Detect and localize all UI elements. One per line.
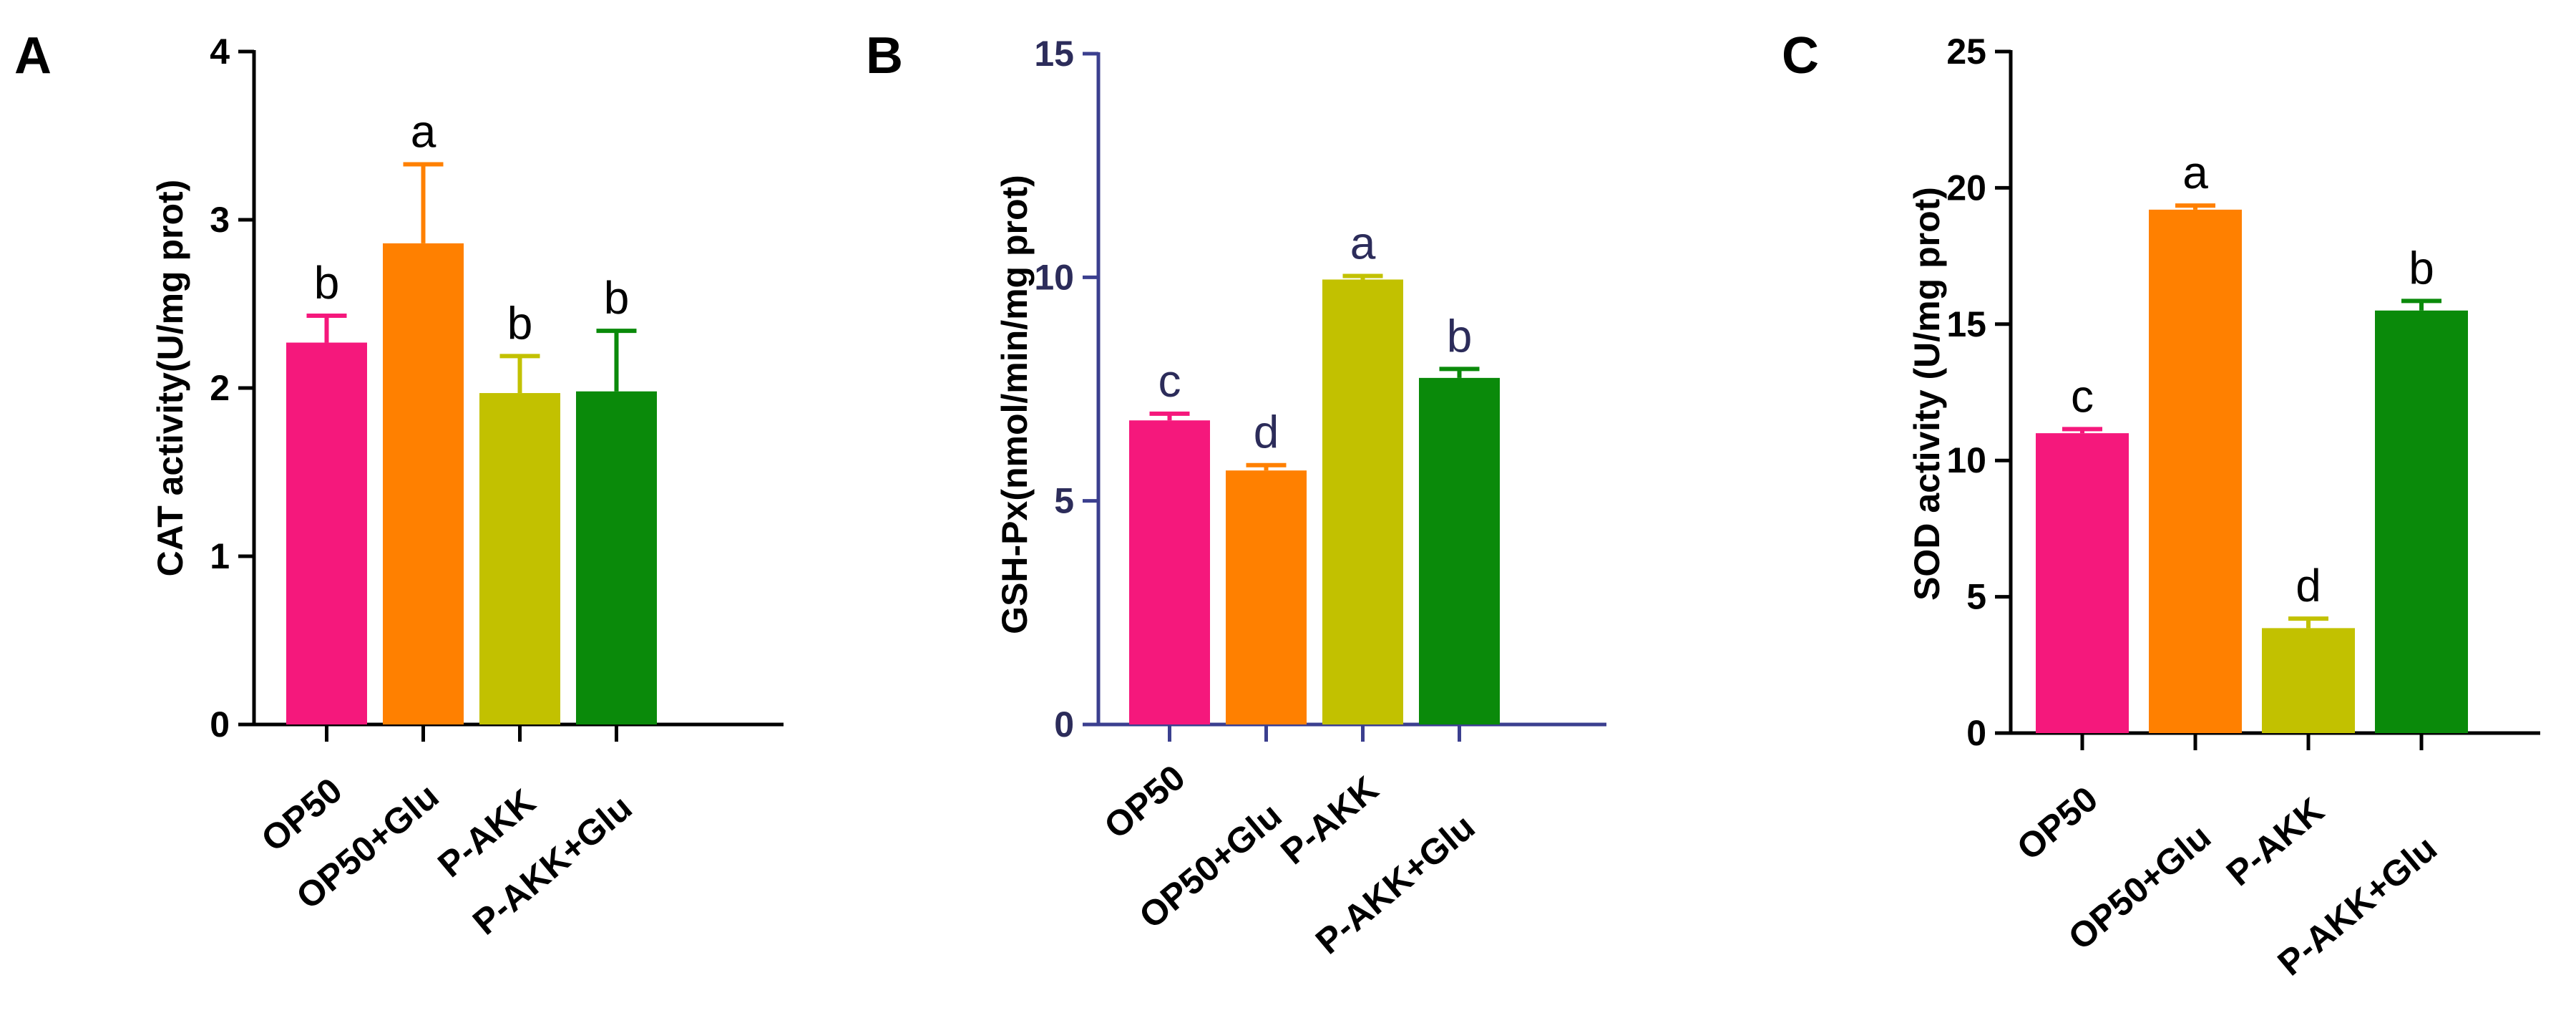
- panel-c-y-tick-label: 5: [1966, 577, 1986, 617]
- panel-a-bar-p-akk-glu: [576, 391, 657, 724]
- panel-c-category-label-op50: OP50: [2009, 779, 2105, 868]
- panel-a-y-tick-label: 2: [210, 368, 230, 408]
- panel-b-bar-op50-glu: [1226, 470, 1307, 724]
- panel-c: C 0 5 10 15 20 25 c OP50 a OP50+Glu d P-AKK b P-AKK+G…: [1782, 27, 2540, 984]
- panel-c-y-tick-label: 0: [1966, 713, 1986, 753]
- panel-a-bar-op50: [286, 342, 367, 724]
- panel-a-y-axis-label: CAT activity(U/mg prot): [150, 180, 190, 577]
- panel-a-y-tick-label: 1: [210, 536, 230, 576]
- panel-b-bar-op50: [1129, 420, 1210, 724]
- panel-b-y-tick-label: 5: [1054, 481, 1074, 521]
- panel-c-y-axis-label: SOD activity (U/mg prot): [1907, 187, 1947, 601]
- panel-a-significance-op50: b: [314, 257, 340, 309]
- panel-a-significance-p-akk: b: [507, 297, 533, 349]
- panel-c-significance-p-akk: d: [2296, 560, 2321, 611]
- panel-c-category-label-p-akk: P-AKK: [2219, 790, 2331, 894]
- panel-a-category-label-op50: OP50: [254, 770, 350, 860]
- panel-a-letter: A: [14, 27, 52, 84]
- panel-c-marks: 0 5 10 15 20 25 c OP50 a OP50+Glu d P-AKK b P-AKK+Glu: [1946, 31, 2540, 984]
- panel-c-significance-op50: c: [2071, 370, 2094, 422]
- panel-b-significance-op50: c: [1158, 355, 1181, 407]
- panel-b-y-tick-label: 10: [1034, 257, 1074, 297]
- panel-a-bar-op50-glu: [383, 243, 464, 724]
- panel-a-significance-op50-glu: a: [411, 105, 436, 157]
- panel-c-y-tick-label: 25: [1946, 31, 1986, 72]
- panel-b-y-tick-label: 0: [1054, 704, 1074, 745]
- panel-b-letter: B: [866, 27, 903, 84]
- panel-b-y-axis-label: GSH-Px(nmol/min/mg prot): [995, 175, 1035, 634]
- panel-a-significance-p-akk-glu: b: [604, 272, 630, 324]
- panel-b-significance-p-akk-glu: b: [1447, 310, 1473, 362]
- panel-b-category-label-p-akk: P-AKK: [1273, 769, 1385, 873]
- panel-b-significance-op50-glu: d: [1254, 407, 1279, 458]
- panel-c-y-tick-label: 15: [1946, 304, 1986, 344]
- panel-c-bar-p-akk-glu: [2375, 310, 2468, 733]
- panel-a-bar-p-akk: [479, 393, 560, 724]
- panel-c-bar-op50: [2036, 433, 2129, 733]
- panel-b-significance-p-akk: a: [1350, 217, 1376, 268]
- panel-a-y-tick-label: 3: [210, 200, 230, 240]
- panel-c-y-tick-label: 10: [1946, 440, 1986, 480]
- panel-c-significance-op50-glu: a: [2182, 147, 2208, 198]
- panel-c-bar-op50-glu: [2149, 209, 2242, 733]
- panel-b-bar-p-akk-glu: [1419, 377, 1500, 724]
- panel-c-category-label-p-akk-glu: P-AKK+Glu: [2270, 828, 2444, 984]
- panel-b-category-label-op50: OP50: [1097, 757, 1193, 847]
- panel-c-category-label-op50-glu: OP50+Glu: [2061, 817, 2218, 958]
- panel-b-y-tick-label: 15: [1034, 34, 1074, 74]
- panel-c-bar-p-akk: [2262, 628, 2355, 733]
- panel-c-letter: C: [1782, 27, 1819, 84]
- panel-c-significance-p-akk-glu: b: [2409, 242, 2434, 294]
- panel-c-y-tick-label: 20: [1946, 168, 1986, 208]
- panel-a-y-tick-label: 4: [210, 31, 230, 72]
- panel-b-bar-p-akk: [1322, 279, 1403, 724]
- panel-a-y-tick-label: 0: [210, 704, 230, 745]
